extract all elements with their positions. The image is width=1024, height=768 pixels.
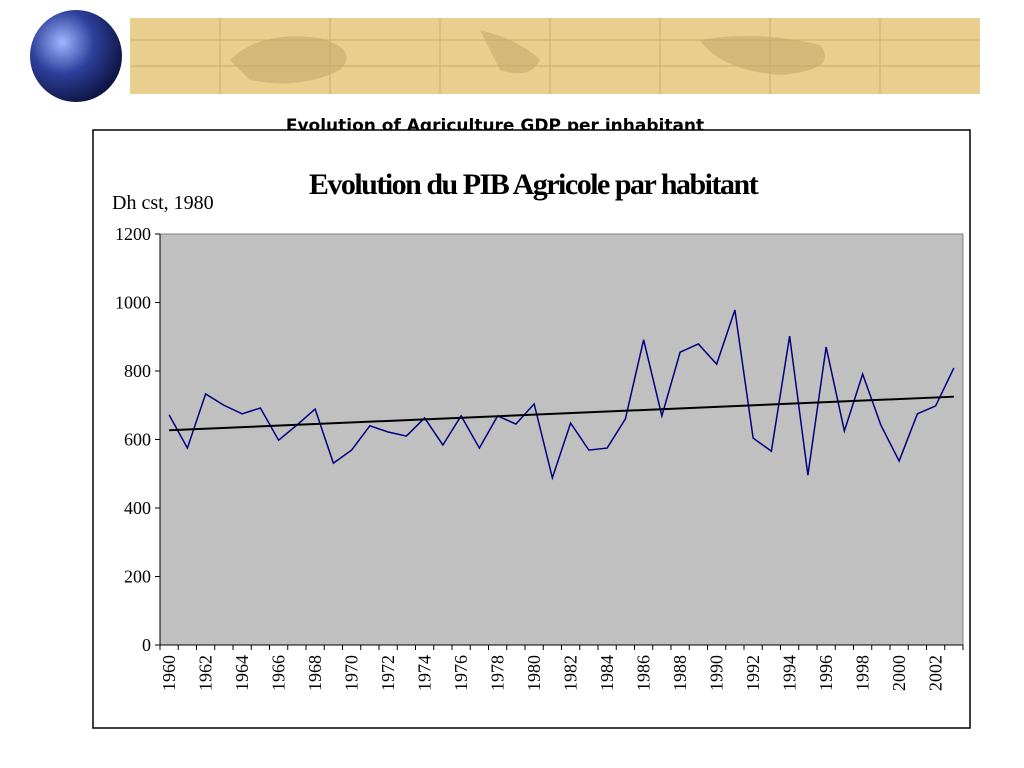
x-tick-label: 1976 xyxy=(451,655,471,691)
x-tick-label: 1998 xyxy=(853,655,873,691)
x-tick-label: 1966 xyxy=(269,655,289,691)
x-tick-label: 1968 xyxy=(305,655,325,691)
y-tick-label: 600 xyxy=(124,430,151,450)
x-tick-label: 1986 xyxy=(634,655,654,691)
x-tick-label: 1988 xyxy=(670,655,690,691)
x-tick-label: 1990 xyxy=(707,655,727,691)
x-tick-label: 2000 xyxy=(889,655,909,691)
y-tick-label: 1000 xyxy=(115,293,151,313)
y-tick-label: 200 xyxy=(124,567,151,587)
y-axis-label: Dh cst, 1980 xyxy=(112,192,214,214)
x-tick-label: 1972 xyxy=(378,655,398,691)
x-tick-label: 1982 xyxy=(561,655,581,691)
x-tick-label: 1996 xyxy=(816,655,836,691)
y-tick-label: 1200 xyxy=(115,224,151,244)
x-tick-label: 1978 xyxy=(488,655,508,691)
banner-continents xyxy=(230,30,825,84)
y-tick-label: 800 xyxy=(124,361,151,381)
chart-title: Evolution du PIB Agricole par habitant xyxy=(309,168,759,201)
y-tick-label: 0 xyxy=(142,635,151,655)
x-tick-label: 2002 xyxy=(926,655,946,691)
globe xyxy=(30,10,122,102)
y-tick-label: 400 xyxy=(124,498,151,518)
x-tick-label: 1994 xyxy=(780,655,800,691)
x-tick-label: 1970 xyxy=(342,655,362,691)
x-tick-label: 1964 xyxy=(232,655,252,691)
x-tick-label: 1974 xyxy=(415,655,435,691)
trend-line xyxy=(169,395,954,432)
x-tick-label: 1960 xyxy=(159,655,179,691)
x-tick-label: 1992 xyxy=(743,655,763,691)
data-line xyxy=(168,309,955,481)
x-tick-label: 1984 xyxy=(597,655,617,691)
x-tick-label: 1962 xyxy=(196,655,216,691)
plot-area xyxy=(159,233,964,646)
x-tick-label: 1980 xyxy=(524,655,544,691)
